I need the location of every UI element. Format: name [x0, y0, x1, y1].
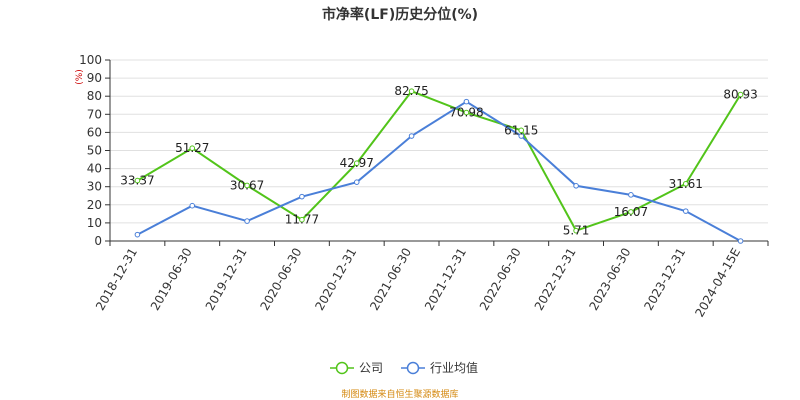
data-point [518, 133, 525, 139]
y-tick-label: 10 [87, 216, 102, 230]
grid-lines [110, 59, 768, 242]
y-axis-unit: (%) [75, 69, 85, 85]
data-label: 30.67 [230, 178, 264, 192]
data-point [628, 209, 634, 215]
legend[interactable]: 公司 行业均值 [330, 360, 478, 375]
data-point [573, 182, 579, 189]
data-label: 51.27 [175, 141, 209, 155]
x-tick-label: 2019-06-30 [148, 246, 195, 313]
data-point [628, 192, 634, 198]
x-tick-label: 2019-12-31 [203, 245, 250, 312]
data-point [353, 179, 360, 185]
y-tick-label: 40 [87, 162, 102, 176]
data-point [682, 208, 689, 214]
data-point [408, 88, 415, 95]
x-tick-label: 2020-12-31 [312, 246, 359, 313]
legend-swatch-marker [335, 361, 349, 375]
x-tick-label: 2023-06-30 [587, 246, 634, 313]
x-tick-label: 2020-06-30 [258, 246, 305, 313]
x-tick-label: 2018-12-31 [93, 246, 140, 313]
data-labels: 33.37 51.27 30.67 11.77 42.97 82.75 70.98 61.15… [120, 84, 758, 237]
data-point [573, 227, 579, 234]
source-note: 制图数据来自恒生聚源数据库 [341, 388, 458, 400]
legend-swatch-marker [406, 361, 420, 375]
series-line [136, 90, 742, 232]
y-tick-label: 50 [87, 144, 102, 158]
x-tick-label: 2022-06-30 [477, 246, 524, 313]
x-tick-label: 2021-12-31 [422, 245, 469, 312]
legend-label[interactable]: 公司 [359, 361, 383, 375]
series-line [136, 100, 742, 242]
data-point [134, 231, 141, 238]
data-point [737, 91, 744, 98]
x-tick-label: 2024-04-15E [692, 246, 743, 320]
data-point [134, 177, 141, 184]
y-tick-label: 100 [79, 53, 102, 67]
data-point [518, 127, 525, 134]
data-label: 61.15 [504, 123, 538, 137]
y-tick-label: 90 [87, 71, 102, 85]
data-point [244, 218, 250, 224]
y-tick-label: 80 [87, 89, 102, 103]
x-axis: 2018-12-31 2019-06-30 2019-12-31 2020-06-30… [93, 241, 769, 320]
data-label: 11.77 [285, 213, 319, 227]
data-label: 80.93 [723, 88, 757, 102]
series-group [134, 88, 744, 244]
data-point [682, 180, 689, 187]
legend-label[interactable]: 行业均值 [430, 360, 478, 375]
data-label: 31.61 [669, 177, 703, 191]
y-tick-label: 70 [87, 107, 102, 121]
y-tick-label: 60 [87, 125, 102, 139]
x-tick-label: 2021-06-30 [367, 246, 414, 313]
chart-title: 市净率(LF)历史分位(%) [322, 6, 478, 23]
y-tick-label: 0 [94, 234, 102, 248]
data-label: 33.37 [120, 174, 154, 188]
y-tick-label: 20 [87, 198, 102, 212]
data-label: 5.71 [563, 224, 590, 238]
data-point [189, 145, 196, 152]
data-label: 70.98 [449, 106, 483, 120]
data-point [463, 98, 470, 105]
data-point [737, 238, 744, 244]
data-point [408, 133, 415, 139]
data-point [299, 193, 305, 200]
x-tick-label: 2023-12-31 [641, 246, 688, 313]
data-point [299, 216, 305, 223]
data-point [463, 109, 470, 116]
data-label: 42.97 [340, 156, 374, 170]
y-tick-label: 30 [87, 180, 102, 194]
data-point [189, 202, 196, 209]
x-tick-label: 2022-12-31 [532, 246, 579, 313]
data-label: 82.75 [394, 84, 428, 98]
data-label: 16.07 [614, 205, 648, 219]
data-point [244, 182, 250, 189]
y-axis: 0 10 20 30 40 50 60 70 80 90 100 [79, 53, 111, 248]
data-point [353, 160, 360, 167]
